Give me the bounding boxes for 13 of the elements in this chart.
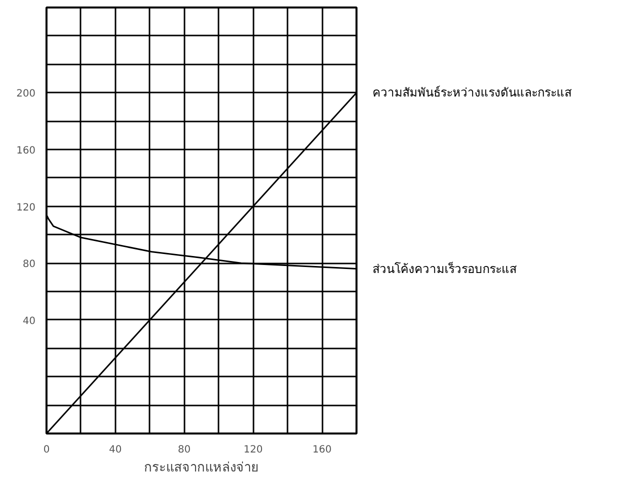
y-tick-label: 40 xyxy=(22,316,36,327)
series-label: ความสัมพันธ์ระหว่างแรงดันและกระแส xyxy=(372,86,572,100)
y-tick-label: 120 xyxy=(16,202,36,214)
x-axis-title: กระแสจากแหล่งจ่าย xyxy=(144,460,259,476)
y-tick-label: 160 xyxy=(16,146,36,156)
x-tick-label: 40 xyxy=(109,444,122,456)
x-tick-label: 160 xyxy=(312,444,332,456)
y-tick-label: 80 xyxy=(22,259,36,270)
x-tick-label: 80 xyxy=(178,444,191,456)
x-tick-label: 120 xyxy=(244,444,263,456)
x-tick-label: 0 xyxy=(43,444,50,456)
series-label: ส่วนโค้งความเร็วรอบกระแส xyxy=(372,260,518,276)
y-tick-label: 200 xyxy=(16,88,36,100)
